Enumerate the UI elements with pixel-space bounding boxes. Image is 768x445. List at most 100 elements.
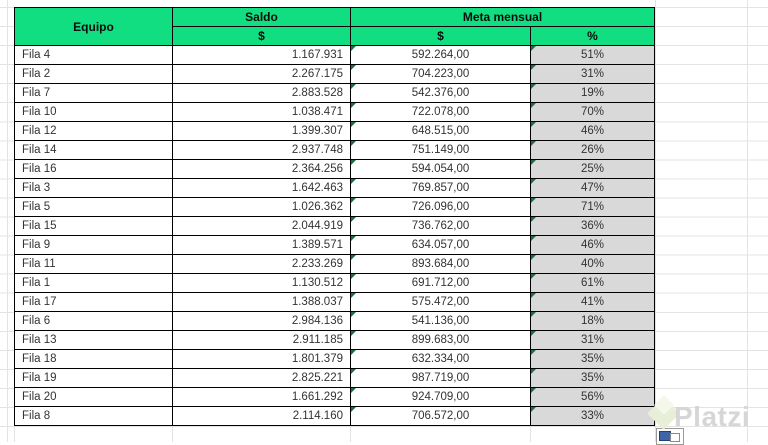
cell-equipo[interactable]: Fila 18: [14, 349, 173, 369]
cell-saldo[interactable]: 1.388.037: [172, 292, 351, 312]
grid-line: [655, 0, 656, 442]
cell-pct[interactable]: 31%: [529, 64, 656, 84]
cell-equipo[interactable]: Fila 13: [14, 330, 173, 350]
cell-pct[interactable]: 51%: [529, 45, 656, 65]
table-row: Fila 5 1.026.362 726.096,00 71%: [14, 197, 656, 217]
cell-saldo[interactable]: 2.883.528: [172, 83, 351, 103]
cell-saldo[interactable]: 2.044.919: [172, 216, 351, 236]
cell-saldo[interactable]: 2.825.221: [172, 368, 351, 388]
cell-meta[interactable]: 634.057,00: [350, 235, 531, 255]
cell-equipo[interactable]: Fila 11: [14, 254, 173, 274]
cell-equipo[interactable]: Fila 2: [14, 64, 173, 84]
table-header: Equipo Saldo Meta mensual $ $ %: [14, 7, 656, 46]
cell-equipo[interactable]: Fila 12: [14, 121, 173, 141]
cell-meta[interactable]: 736.762,00: [350, 216, 531, 236]
subheader-meta-percent[interactable]: %: [529, 26, 656, 46]
cell-pct[interactable]: 47%: [529, 178, 656, 198]
cell-saldo[interactable]: 1.642.463: [172, 178, 351, 198]
cell-pct[interactable]: 25%: [529, 159, 656, 179]
cell-pct[interactable]: 56%: [529, 387, 656, 407]
grid-line: [172, 426, 173, 442]
cell-pct[interactable]: 35%: [529, 349, 656, 369]
cell-equipo[interactable]: Fila 19: [14, 368, 173, 388]
header-saldo[interactable]: Saldo: [172, 7, 351, 27]
cell-equipo[interactable]: Fila 15: [14, 216, 173, 236]
cell-meta[interactable]: 704.223,00: [350, 64, 531, 84]
cell-equipo[interactable]: Fila 20: [14, 387, 173, 407]
cell-pct[interactable]: 40%: [529, 254, 656, 274]
cell-pct[interactable]: 46%: [529, 235, 656, 255]
cell-meta[interactable]: 575.472,00: [350, 292, 531, 312]
cell-saldo[interactable]: 1.399.307: [172, 121, 351, 141]
table-row: Fila 19 2.825.221 987.719,00 35%: [14, 368, 656, 388]
cell-saldo[interactable]: 1.389.571: [172, 235, 351, 255]
cell-saldo[interactable]: 2.114.160: [172, 406, 351, 426]
cell-pct[interactable]: 46%: [529, 121, 656, 141]
cell-saldo[interactable]: 1.661.292: [172, 387, 351, 407]
embedded-object-icon[interactable]: [656, 428, 684, 445]
cell-meta[interactable]: 632.334,00: [350, 349, 531, 369]
cell-meta[interactable]: 706.572,00: [350, 406, 531, 426]
cell-saldo[interactable]: 2.937.748: [172, 140, 351, 160]
cell-equipo[interactable]: Fila 10: [14, 102, 173, 122]
cell-saldo[interactable]: 2.984.136: [172, 311, 351, 331]
cell-equipo[interactable]: Fila 3: [14, 178, 173, 198]
subheader-meta-currency[interactable]: $: [350, 26, 531, 46]
cell-meta[interactable]: 899.683,00: [350, 330, 531, 350]
cell-meta[interactable]: 769.857,00: [350, 178, 531, 198]
cell-meta[interactable]: 541.136,00: [350, 311, 531, 331]
cell-meta[interactable]: 722.078,00: [350, 102, 531, 122]
cell-equipo[interactable]: Fila 17: [14, 292, 173, 312]
cell-equipo[interactable]: Fila 8: [14, 406, 173, 426]
table-row: Fila 20 1.661.292 924.709,00 56%: [14, 387, 656, 407]
grid-line: [350, 426, 351, 442]
cell-pct[interactable]: 61%: [529, 273, 656, 293]
header-equipo[interactable]: Equipo: [14, 7, 173, 46]
table-body: Fila 4 1.167.931 592.264,00 51% Fila 2 2.267.…: [14, 45, 656, 426]
cell-pct[interactable]: 35%: [529, 368, 656, 388]
cell-pct[interactable]: 33%: [529, 406, 656, 426]
cell-equipo[interactable]: Fila 5: [14, 197, 173, 217]
cell-pct[interactable]: 41%: [529, 292, 656, 312]
cell-equipo[interactable]: Fila 16: [14, 159, 173, 179]
cell-meta[interactable]: 542.376,00: [350, 83, 531, 103]
cell-pct[interactable]: 19%: [529, 83, 656, 103]
cell-meta[interactable]: 594.054,00: [350, 159, 531, 179]
cell-equipo[interactable]: Fila 7: [14, 83, 173, 103]
table-row: Fila 4 1.167.931 592.264,00 51%: [14, 45, 656, 65]
cell-saldo[interactable]: 2.364.256: [172, 159, 351, 179]
cell-saldo[interactable]: 1.038.471: [172, 102, 351, 122]
cell-pct[interactable]: 26%: [529, 140, 656, 160]
table-row: Fila 17 1.388.037 575.472,00 41%: [14, 292, 656, 312]
cell-equipo[interactable]: Fila 9: [14, 235, 173, 255]
cell-equipo[interactable]: Fila 14: [14, 140, 173, 160]
cell-saldo[interactable]: 2.233.269: [172, 254, 351, 274]
cell-meta[interactable]: 924.709,00: [350, 387, 531, 407]
subheader-saldo-currency[interactable]: $: [172, 26, 351, 46]
cell-pct[interactable]: 31%: [529, 330, 656, 350]
cell-saldo[interactable]: 2.911.185: [172, 330, 351, 350]
cell-equipo[interactable]: Fila 1: [14, 273, 173, 293]
header-meta-mensual[interactable]: Meta mensual: [349, 7, 656, 27]
cell-meta[interactable]: 592.264,00: [350, 45, 531, 65]
cell-meta[interactable]: 726.096,00: [350, 197, 531, 217]
cell-meta[interactable]: 648.515,00: [350, 121, 531, 141]
table-row: Fila 18 1.801.379 632.334,00 35%: [14, 349, 656, 369]
cell-saldo[interactable]: 1.167.931: [172, 45, 351, 65]
cell-equipo[interactable]: Fila 4: [14, 45, 173, 65]
cell-meta[interactable]: 751.149,00: [350, 140, 531, 160]
table-row: Fila 6 2.984.136 541.136,00 18%: [14, 311, 656, 331]
cell-saldo[interactable]: 2.267.175: [172, 64, 351, 84]
cell-equipo[interactable]: Fila 6: [14, 311, 173, 331]
cell-pct[interactable]: 36%: [529, 216, 656, 236]
cell-meta[interactable]: 691.712,00: [350, 273, 531, 293]
cell-meta[interactable]: 893.684,00: [350, 254, 531, 274]
cell-meta[interactable]: 987.719,00: [350, 368, 531, 388]
cell-pct[interactable]: 71%: [529, 197, 656, 217]
cell-saldo[interactable]: 1.130.512: [172, 273, 351, 293]
table-row: Fila 10 1.038.471 722.078,00 70%: [14, 102, 656, 122]
cell-saldo[interactable]: 1.801.379: [172, 349, 351, 369]
cell-saldo[interactable]: 1.026.362: [172, 197, 351, 217]
cell-pct[interactable]: 70%: [529, 102, 656, 122]
cell-pct[interactable]: 18%: [529, 311, 656, 331]
